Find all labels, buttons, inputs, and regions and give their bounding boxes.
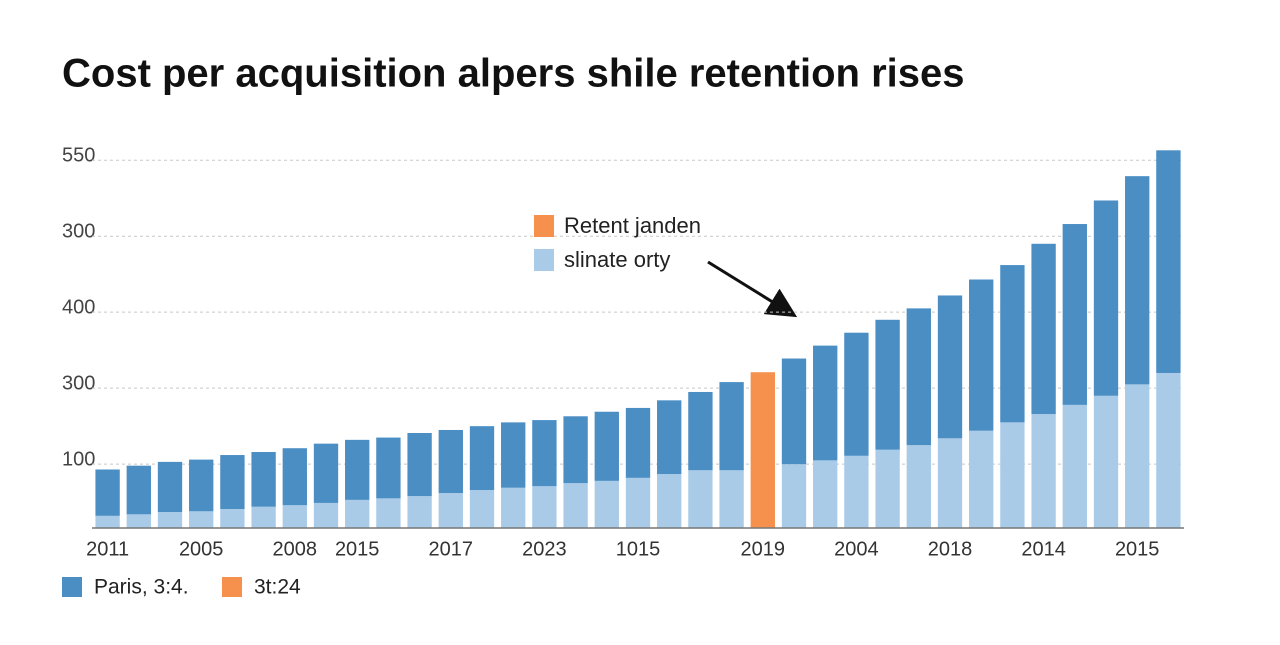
x-tick-label: 2017: [429, 538, 474, 560]
bar-segment: [1125, 176, 1150, 385]
bar-segment: [95, 469, 120, 516]
x-tick-label: 2023: [522, 538, 567, 560]
inset-legend-swatch: [534, 249, 554, 271]
bar-segment: [220, 455, 245, 510]
x-tick-label: 2018: [928, 538, 973, 560]
bar-segment: [906, 308, 931, 446]
bar-segment: [1062, 404, 1087, 528]
bar-segment: [719, 470, 744, 528]
x-tick-label: 2019: [741, 538, 786, 560]
bar-segment: [594, 411, 619, 481]
bar-segment: [189, 459, 214, 512]
bar-segment: [688, 470, 713, 528]
bar-segment: [532, 420, 557, 487]
x-tick-label: 2015: [335, 538, 380, 560]
inset-legend-label: slinate orty: [564, 247, 670, 272]
bar-segment: [875, 449, 900, 528]
bar-segment: [501, 487, 526, 528]
bar-segment: [1156, 372, 1181, 528]
bar-segment: [1031, 414, 1056, 528]
bar-segment: [1000, 265, 1025, 423]
x-tick-label: 2014: [1021, 538, 1066, 560]
bar-segment: [376, 437, 401, 499]
bar-segment: [781, 464, 807, 528]
bar-segment: [438, 429, 463, 494]
bar-segment: [313, 443, 339, 503]
bar-segment: [750, 372, 775, 528]
bar-segment: [407, 433, 432, 497]
bar-segment: [563, 483, 588, 528]
bar-segment: [1093, 395, 1119, 528]
bar-segment: [937, 438, 963, 528]
y-tick-label: 300: [62, 372, 95, 394]
bar-segment: [813, 460, 838, 528]
bar-segment: [501, 422, 526, 488]
bar-segment: [719, 382, 744, 471]
bar-segment: [1125, 384, 1150, 528]
bar-segment: [469, 426, 495, 491]
x-tick-label: 1015: [616, 538, 661, 560]
y-tick-label: 400: [62, 296, 95, 318]
bar-segment: [1000, 422, 1025, 528]
bar-segment: [969, 430, 994, 528]
chart-title: Cost per acquisition alpers shile retent…: [62, 52, 964, 96]
bar-segment: [688, 391, 713, 471]
bar-segment: [1031, 243, 1056, 415]
bar-segment: [657, 474, 682, 528]
bar-segment: [157, 512, 183, 528]
annotation-arrow: [707, 260, 798, 318]
bar-segment: [813, 345, 838, 461]
legend-label: 3t:24: [254, 576, 301, 599]
bar-segment: [345, 499, 370, 528]
x-tick-label: 2011: [86, 538, 129, 560]
bar-segment: [282, 448, 307, 506]
bar-segment: [1062, 224, 1087, 405]
bar-segment: [469, 490, 495, 528]
x-tick-label: 2005: [179, 538, 224, 560]
bar-segment: [625, 477, 651, 528]
bar-segment: [189, 511, 214, 528]
bar-segment: [781, 358, 807, 465]
bar-segment: [345, 439, 370, 500]
bar-segment: [625, 407, 651, 478]
bar-segment: [376, 498, 401, 528]
legend-label: Paris, 3:4.: [94, 576, 189, 599]
bar-segment: [251, 506, 276, 528]
inset-legend-swatch: [534, 215, 554, 237]
bar-segment: [563, 416, 588, 484]
x-tick-label: 2008: [273, 538, 318, 560]
bar-segment: [657, 400, 682, 475]
y-tick-label: 550: [62, 144, 95, 166]
bar-segment: [95, 515, 120, 528]
bar-segment: [844, 455, 869, 528]
y-tick-label: 300: [62, 220, 95, 242]
bar-segment: [532, 486, 557, 528]
bar-segment: [937, 295, 963, 439]
bar-segment: [969, 279, 994, 431]
bar-segment: [438, 493, 463, 528]
bar-segment: [844, 332, 869, 456]
legend-swatch: [62, 577, 82, 597]
x-tick-label: 2004: [834, 538, 879, 560]
bar-segment: [126, 514, 151, 528]
bar-segment: [407, 496, 432, 528]
bar-segment: [313, 502, 339, 528]
bar-segment: [1093, 200, 1119, 396]
bar-segment: [1156, 150, 1181, 373]
bar-segment: [875, 319, 900, 450]
bar-segment: [126, 465, 151, 515]
legend-swatch: [222, 577, 242, 597]
y-tick-label: 100: [62, 448, 95, 470]
bar-segment: [220, 509, 245, 528]
inset-legend-label: Retent janden: [564, 213, 701, 238]
bar-segment: [251, 452, 276, 507]
bar-segment: [594, 480, 619, 528]
bar-segment: [906, 445, 931, 528]
bar-segment: [282, 505, 307, 528]
x-tick-label: 2015: [1115, 538, 1160, 560]
bar-segment: [157, 461, 183, 513]
